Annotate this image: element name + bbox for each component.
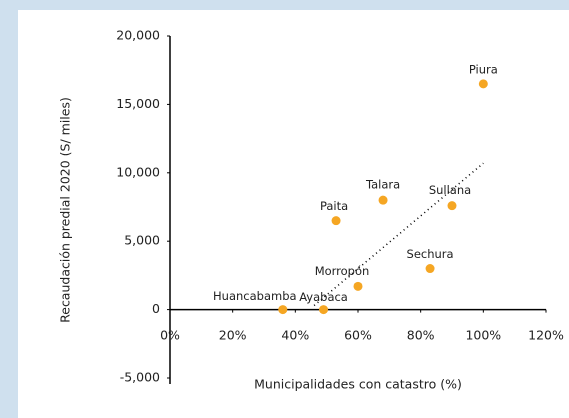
panel [18,10,569,418]
point-label: Huancabamba [213,289,297,303]
y-tick-label: 0 [152,301,160,316]
point-label: Piura [469,62,498,76]
point-label: Sullana [429,183,471,197]
x-tick-label: 60% [344,328,372,343]
x-tick-label: 40% [281,328,309,343]
point [353,281,363,291]
point [378,195,388,205]
point-label: Sechura [407,247,454,261]
trendline [313,162,484,307]
point-label: Ayabaca [299,290,348,304]
y-axis-title: Recaudación predial 2020 (S/ miles) [58,97,73,323]
point [331,216,341,226]
y-tick-label: -5,000 [120,370,160,385]
x-tick-label: 20% [219,328,247,343]
point-label: Morropón [315,264,370,278]
x-tick-label: 0% [160,328,180,343]
x-axis-title: Municipalidades con catastro (%) [254,377,462,392]
x-tick-label: 120% [528,328,564,343]
point [447,201,457,211]
point [319,305,329,315]
point [425,264,435,274]
point-label: Paita [320,199,348,213]
y-tick-label: 15,000 [116,96,160,111]
y-tick-label: 5,000 [124,233,160,248]
point [278,305,288,315]
y-tick-label: 10,000 [116,164,160,179]
y-tick-label: 20,000 [116,28,160,43]
x-tick-label: 100% [465,328,501,343]
x-tick-label: 80% [407,328,435,343]
point-label: Talara [365,178,400,192]
point [478,79,488,89]
